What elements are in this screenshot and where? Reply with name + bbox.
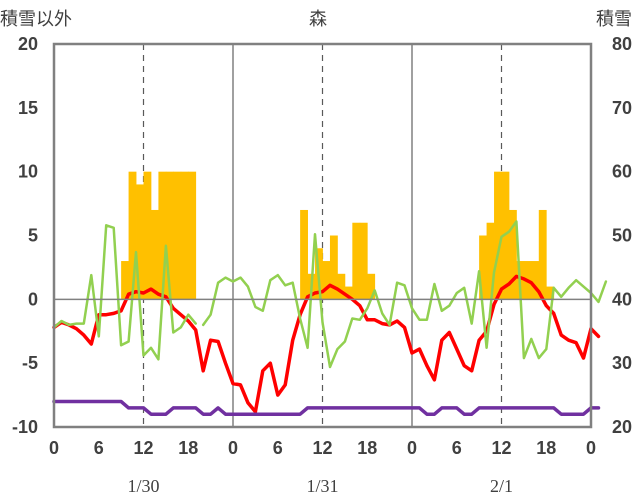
left-tick-label: 0 xyxy=(28,289,38,309)
right-tick-label: 40 xyxy=(612,289,632,309)
temperature-line xyxy=(52,274,601,414)
snow-bar xyxy=(494,171,502,300)
x-tick-label: 0 xyxy=(228,438,238,458)
snow-bar xyxy=(329,235,338,300)
x-tick-label: 12 xyxy=(133,438,153,458)
right-tick-label: 20 xyxy=(612,417,632,437)
chart-title: 森 xyxy=(309,9,327,30)
x-tick-label: 6 xyxy=(273,438,283,458)
snow-bar xyxy=(128,171,137,300)
snow-bar xyxy=(486,222,495,300)
snow-bar xyxy=(337,273,346,300)
date-label: 1/31 xyxy=(306,476,338,496)
left-tick-label: 5 xyxy=(28,226,38,246)
x-tick-label: 18 xyxy=(357,438,377,458)
x-tick-label: 6 xyxy=(94,438,104,458)
green_series-line xyxy=(52,224,197,361)
left-tick-label: -10 xyxy=(12,417,38,437)
snow-bar xyxy=(538,209,547,300)
snow-bar xyxy=(143,171,152,300)
snow-bar xyxy=(531,261,540,300)
snow-bar xyxy=(300,209,308,300)
snow-bar xyxy=(180,171,189,300)
snow-bar xyxy=(165,171,174,300)
snow-bar xyxy=(322,261,331,300)
right-tick-label: 30 xyxy=(612,353,632,373)
date-label: 2/1 xyxy=(490,476,513,496)
x-tick-label: 0 xyxy=(49,438,59,458)
right-tick-label: 50 xyxy=(612,226,632,246)
date-label: 1/30 xyxy=(127,476,159,496)
right-axis-label: 積雪 xyxy=(596,9,632,30)
snow-bar xyxy=(188,171,197,300)
right-tick-label: 60 xyxy=(612,162,632,182)
x-tick-label: 18 xyxy=(178,438,198,458)
snow-bar xyxy=(173,171,182,300)
snow-bar xyxy=(150,209,159,300)
left-tick-label: 15 xyxy=(18,98,38,118)
right-tick-label: 70 xyxy=(612,98,632,118)
x-tick-label: 12 xyxy=(312,438,332,458)
plot-frame xyxy=(52,42,593,429)
x-tick-label: 0 xyxy=(586,438,596,458)
purple_series-line xyxy=(52,399,601,416)
green_series-line xyxy=(201,220,608,369)
x-tick-label: 18 xyxy=(536,438,556,458)
snow-bar xyxy=(121,261,129,300)
snow-bar xyxy=(158,171,167,300)
snow-bar xyxy=(136,184,144,300)
right-tick-label: 80 xyxy=(612,34,632,54)
x-tick-label: 0 xyxy=(407,438,417,458)
left-axis-label: 積雪以外 xyxy=(0,9,72,30)
snow-bar xyxy=(344,286,353,300)
left-tick-label: 20 xyxy=(18,34,38,54)
left-tick-label: 10 xyxy=(18,162,38,182)
snow-bar xyxy=(508,209,517,300)
snow-bar xyxy=(352,222,361,300)
snow-bar xyxy=(359,222,368,300)
snow-bar xyxy=(479,235,487,300)
left-tick-label: -5 xyxy=(22,353,38,373)
snow-bar xyxy=(546,286,555,300)
x-tick-label: 6 xyxy=(452,438,462,458)
x-tick-label: 12 xyxy=(491,438,511,458)
snow-bar xyxy=(367,273,376,300)
